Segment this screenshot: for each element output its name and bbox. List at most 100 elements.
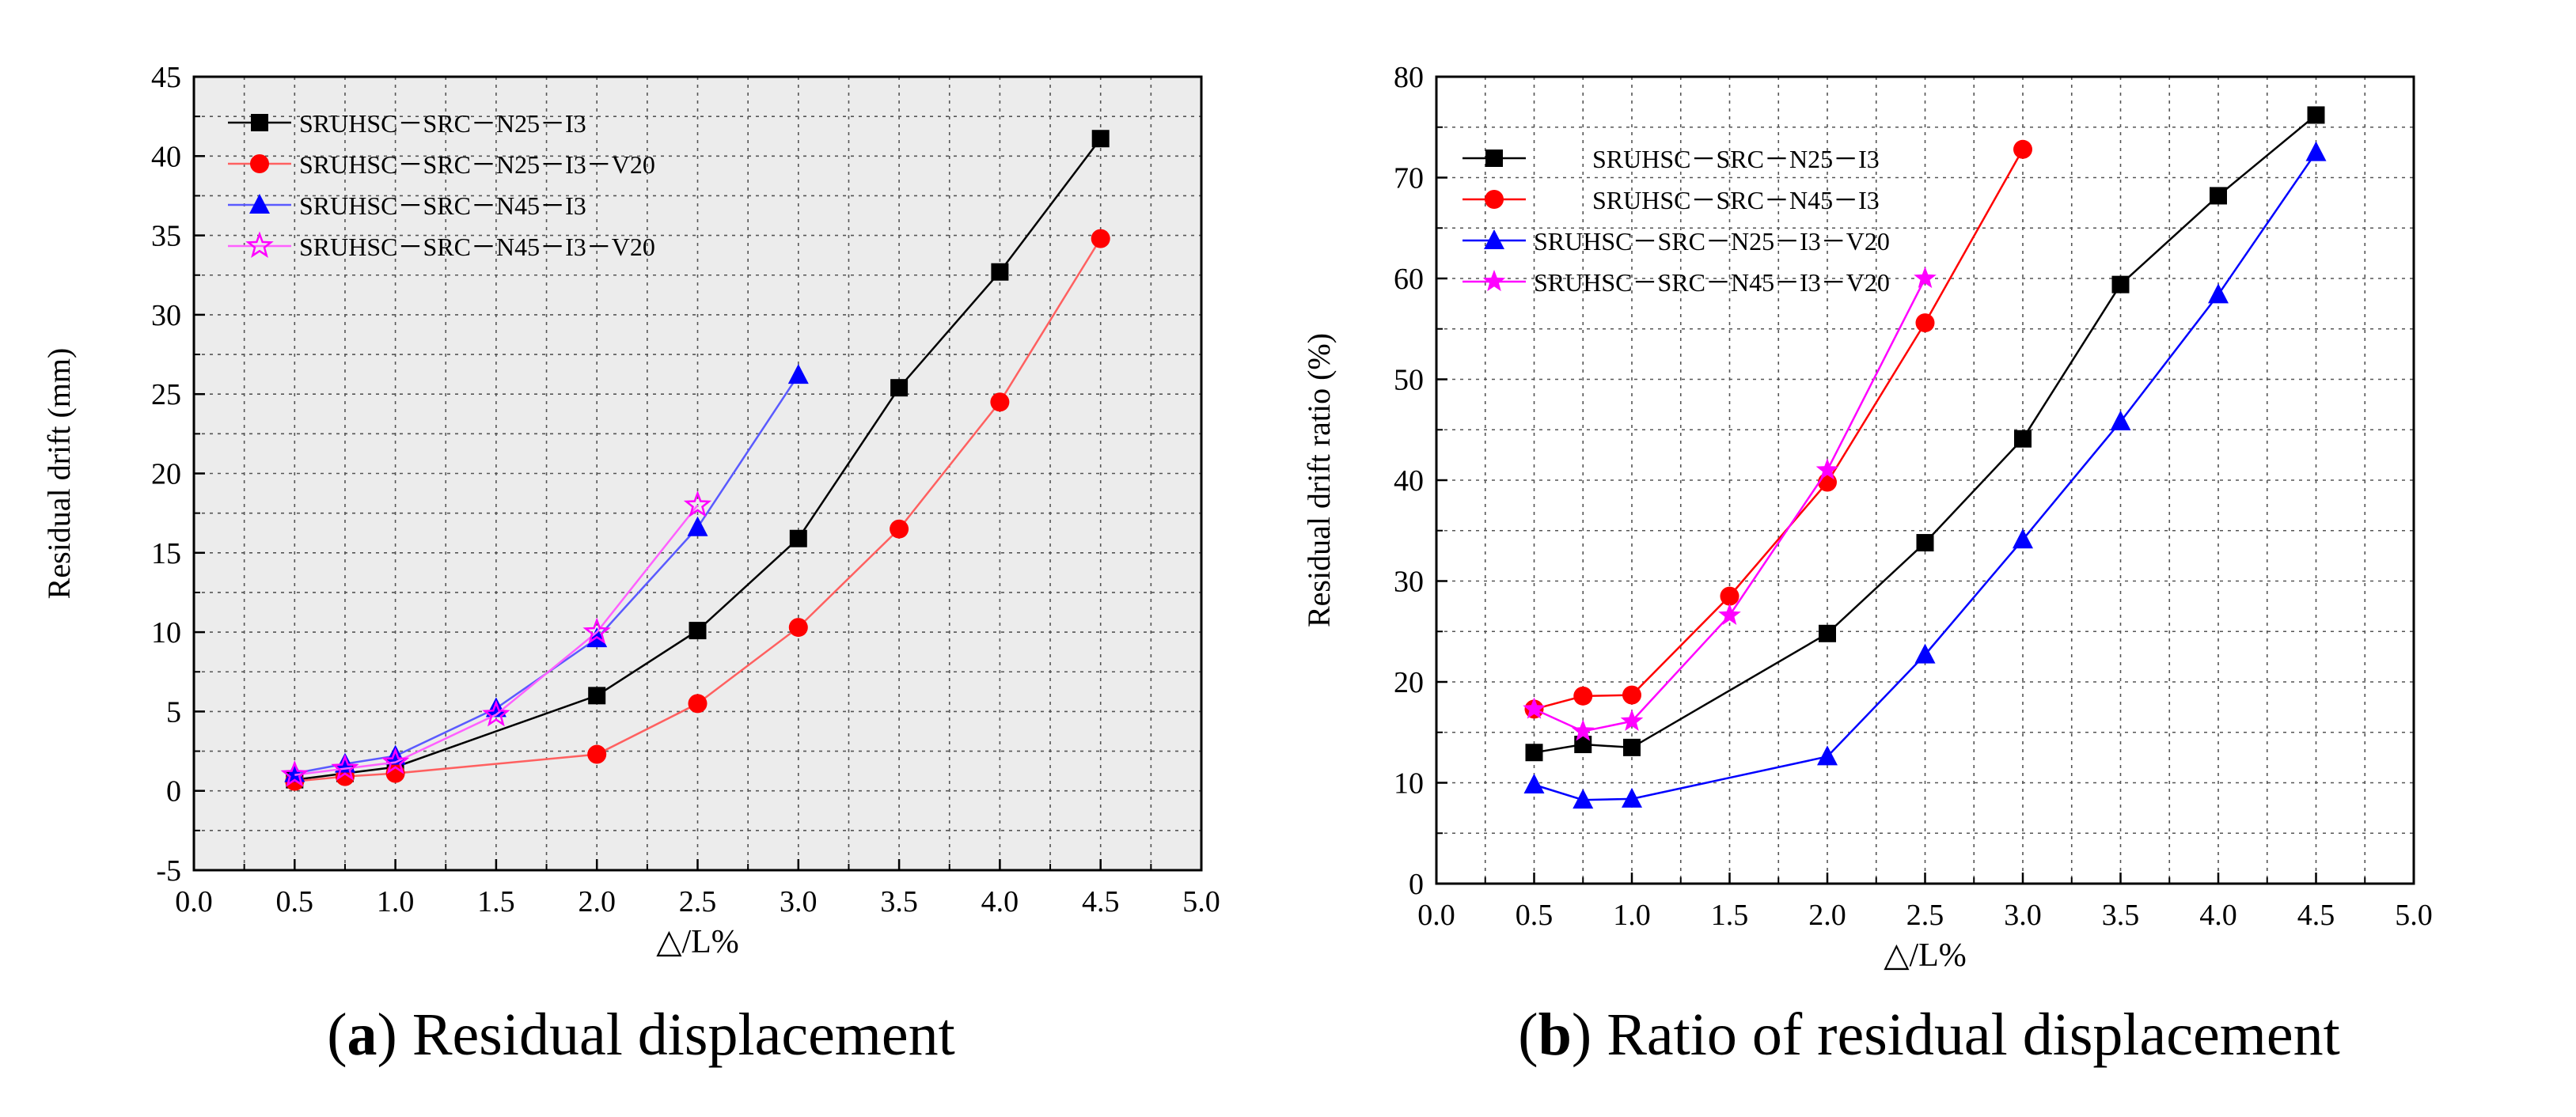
- x-tick-label: 2.5: [679, 885, 717, 918]
- x-tick-label: 0.0: [175, 885, 213, 918]
- data-point: [688, 694, 708, 714]
- y-axis-label: Residual drift (mm): [41, 348, 77, 600]
- data-point: [1623, 738, 1641, 756]
- data-point: [890, 379, 909, 397]
- data-point: [991, 263, 1009, 281]
- grid-lines: [1436, 77, 2414, 884]
- y-tick-label: 50: [1394, 364, 1424, 397]
- data-point: [1914, 267, 1937, 289]
- data-point: [385, 763, 405, 783]
- data-point: [683, 490, 712, 517]
- data-point: [787, 364, 809, 384]
- legend-marker: [1485, 150, 1503, 167]
- data-point: [1574, 736, 1592, 754]
- chart-panel-b: 0.0 0.5 1.0 1.5 2.0 2.5 3.0 3.5 4.0 4.5 5.0 0 10 20 30…: [1282, 0, 2576, 1117]
- x-tick-label: 5.0: [2395, 899, 2433, 932]
- legend-marker: [249, 194, 270, 214]
- y-tick-label: 20: [1394, 666, 1424, 699]
- data-point: [1573, 789, 1594, 809]
- legend-marker: [1482, 270, 1506, 292]
- chart-b: 0.0 0.5 1.0 1.5 2.0 2.5 3.0 3.5 4.0 4.5 5.0 0 10 20 30…: [1301, 61, 2433, 974]
- y-tick-label: 45: [151, 61, 181, 94]
- data-point: [1818, 472, 1837, 492]
- y-tick-label: 10: [1394, 767, 1424, 801]
- x-tick-label: 5.0: [1182, 885, 1220, 918]
- chart-panel-a: 0.0 0.5 1.0 1.5 2.0 2.5 3.0 3.5 4.0 4.5 5.0 -5 0 5 10 1…: [0, 0, 1282, 1117]
- x-tick-label: 1.0: [377, 885, 415, 918]
- y-tick-label: 25: [151, 378, 181, 411]
- data-point: [1620, 709, 1644, 731]
- y-tick-label: 15: [151, 537, 181, 570]
- data-point: [2305, 141, 2327, 161]
- data-point: [788, 618, 808, 638]
- legend-marker: [245, 231, 274, 258]
- x-tick-label: 4.5: [1082, 885, 1120, 918]
- data-point: [2208, 283, 2229, 304]
- y-tick-label: 35: [151, 220, 181, 253]
- y-tick-label: 70: [1394, 162, 1424, 195]
- y-tick-label: 40: [1394, 464, 1424, 498]
- legend-label: SRUHSC－SRC－N25－I3－V20: [1534, 227, 1890, 256]
- legend-marker: [251, 114, 268, 131]
- data-point: [280, 760, 309, 787]
- y-tick-label: 30: [1394, 566, 1424, 599]
- y-tick-label: 80: [1394, 61, 1424, 94]
- legend-label: SRUHSC－SRC－N25－I3: [299, 109, 586, 138]
- grid-lines: [194, 77, 1201, 870]
- x-axis-label: △/L%: [656, 924, 739, 960]
- caption-a-letter: a: [347, 1002, 377, 1068]
- series-4: [280, 490, 712, 787]
- y-tick-label: 10: [151, 616, 181, 649]
- data-point: [2210, 187, 2227, 205]
- legend-label: SRUHSC－SRC－N25－I3: [1592, 145, 1880, 173]
- legend-label: SRUHSC－SRC－N45－I3－V20: [299, 233, 655, 261]
- data-point: [689, 622, 707, 640]
- data-point: [1622, 685, 1641, 705]
- ticks: 0.0 0.5 1.0 1.5 2.0 2.5 3.0 3.5 4.0 4.5 5.0 -5 0 5 10 1…: [151, 61, 1220, 918]
- data-point: [2013, 528, 2033, 549]
- x-axis-label: △/L%: [1884, 937, 1967, 974]
- y-tick-label: 0: [166, 775, 181, 808]
- x-tick-label: 0.0: [1417, 899, 1455, 932]
- x-tick-label: 1.5: [1711, 899, 1749, 932]
- caption-b-letter: b: [1538, 1002, 1572, 1068]
- caption-b-text: Ratio of residual displacement: [1592, 1002, 2340, 1068]
- data-point: [1916, 534, 1934, 552]
- data-point: [1091, 130, 1110, 148]
- caption-a: (a) Residual displacement: [327, 1002, 955, 1068]
- legend-label: SRUHSC－SRC－N25－I3－V20: [299, 150, 655, 179]
- data-point: [2307, 106, 2325, 124]
- series-line: [294, 504, 699, 776]
- caption-a-text: Residual displacement: [396, 1002, 955, 1068]
- data-point: [1622, 787, 1642, 808]
- data-point: [588, 687, 606, 705]
- x-tick-label: 3.5: [2102, 899, 2140, 932]
- data-point: [890, 519, 909, 539]
- series-3: [1523, 141, 2327, 809]
- data-point: [485, 697, 506, 718]
- caption-b: (b) Ratio of residual displacement: [1518, 1002, 2340, 1068]
- data-point: [1819, 624, 1836, 642]
- legend: SRUHSC－SRC－N25－I3 SRUHSC－SRC－N25－I3－V20 SR…: [228, 109, 655, 261]
- legend-marker: [1485, 190, 1504, 209]
- data-point: [687, 516, 708, 536]
- data-point: [2014, 430, 2032, 448]
- data-point: [381, 748, 410, 774]
- x-tick-label: 2.5: [1906, 899, 1944, 932]
- data-point: [2110, 411, 2131, 431]
- data-point: [1572, 719, 1595, 741]
- legend-label: SRUHSC－SRC－N45－I3: [299, 191, 586, 220]
- y-tick-label: 60: [1394, 263, 1424, 296]
- legend-label: SRUHSC－SRC－N45－I3－V20: [1534, 268, 1890, 297]
- data-point: [482, 699, 510, 727]
- chart-a: 0.0 0.5 1.0 1.5 2.0 2.5 3.0 3.5 4.0 4.5 5.0 -5 0 5 10 1…: [41, 61, 1220, 960]
- legend: SRUHSC－SRC－N25－I3 SRUHSC－SRC－N45－I3 SRUHSC…: [1463, 145, 1890, 297]
- series-4: [1523, 267, 1937, 741]
- y-tick-label: -5: [156, 854, 181, 888]
- legend-label: SRUHSC－SRC－N45－I3: [1592, 186, 1880, 214]
- data-point: [2111, 275, 2130, 293]
- x-tick-label: 2.0: [578, 885, 616, 918]
- y-axis-label: Residual drift ratio (%): [1301, 333, 1337, 627]
- x-tick-label: 3.0: [780, 885, 818, 918]
- legend-marker: [250, 154, 269, 173]
